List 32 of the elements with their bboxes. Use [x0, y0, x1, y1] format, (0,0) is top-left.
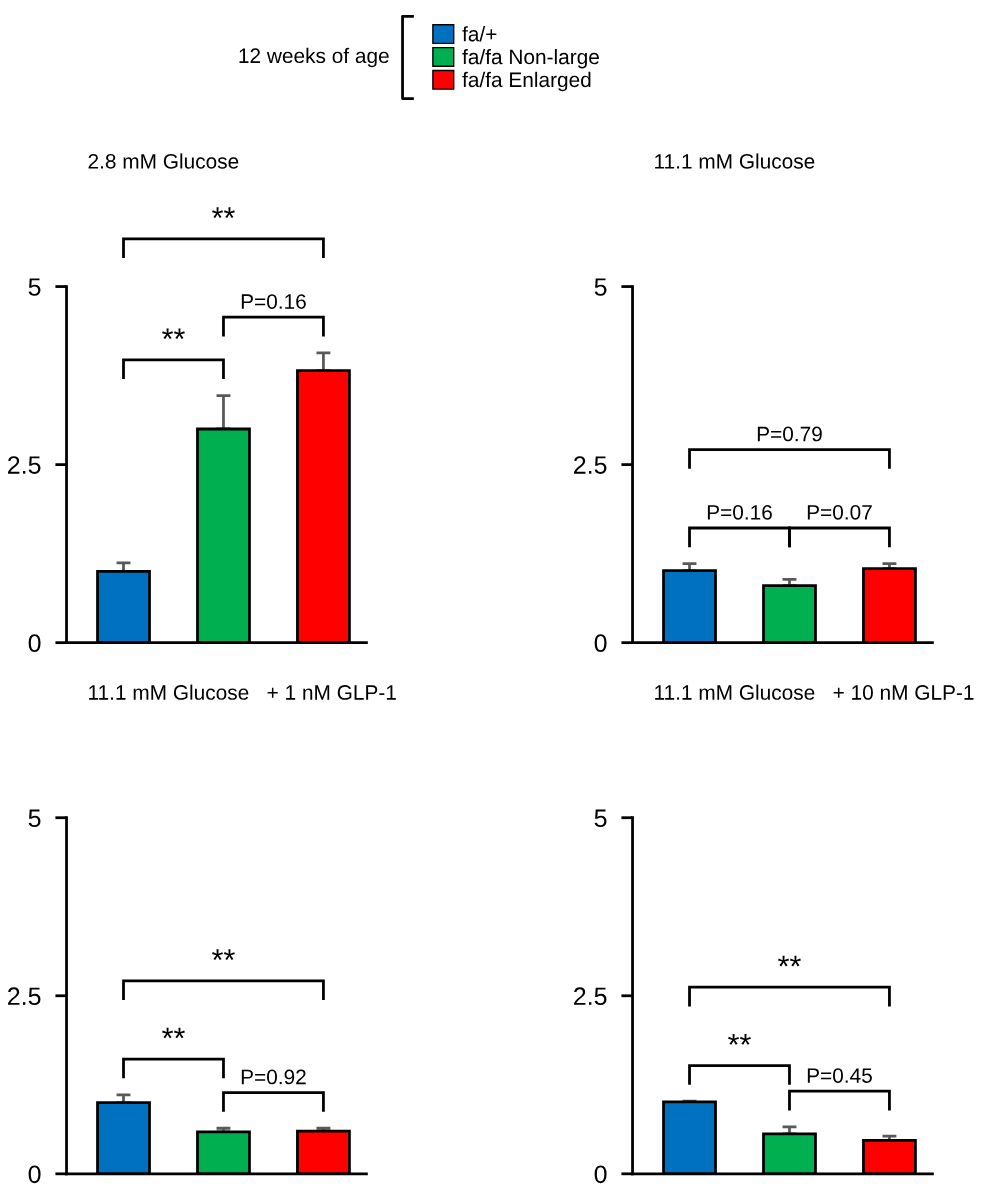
annotation: P=0.92 [241, 1069, 306, 1085]
annotation: ** [728, 1034, 751, 1045]
annotation: P=0.79 [757, 426, 822, 442]
text: ** [212, 207, 235, 219]
chart-title: 11.1 mM Glucose + 1 nM GLP-1 [89, 684, 396, 700]
legend-label: fa/fa Non-large [462, 48, 599, 69]
legend-label: fa/+ [462, 26, 497, 42]
y-tick-label: 0 [28, 634, 41, 652]
annotation: P=0.45 [807, 1068, 872, 1083]
chart-title: 2.8 mM Glucose [88, 153, 239, 169]
annotation: P=0.16 [707, 504, 772, 520]
chart-title: 11.1 mM Glucose [655, 153, 815, 169]
y-tick-label: 2.5 [8, 987, 41, 1006]
y-tick-label: 2.5 [574, 987, 607, 1006]
y-tick-label: 5 [28, 809, 41, 828]
y-tick-label: 0 [28, 1165, 41, 1184]
annotation: P=0.16 [241, 294, 306, 309]
legend-label: fa/fa Enlarged [462, 71, 591, 92]
y-tick-label: 0 [594, 1165, 607, 1184]
chart-title: 11.1 mM Glucose + 10 nM GLP-1 [655, 684, 974, 700]
y-tick-label: 5 [594, 278, 607, 296]
annotation: ** [162, 1027, 185, 1039]
annotation: P=0.07 [807, 504, 872, 520]
annotation: ** [162, 328, 185, 340]
annotation: ** [212, 949, 235, 961]
y-tick-label: 5 [594, 809, 607, 828]
y-tick-label: 0 [594, 634, 607, 652]
annotation: ** [778, 955, 801, 967]
y-tick-label: 2.5 [8, 456, 41, 474]
legend-title: 12 weeks of age [239, 47, 389, 68]
y-tick-label: 2.5 [574, 456, 607, 474]
y-tick-label: 5 [28, 278, 41, 296]
